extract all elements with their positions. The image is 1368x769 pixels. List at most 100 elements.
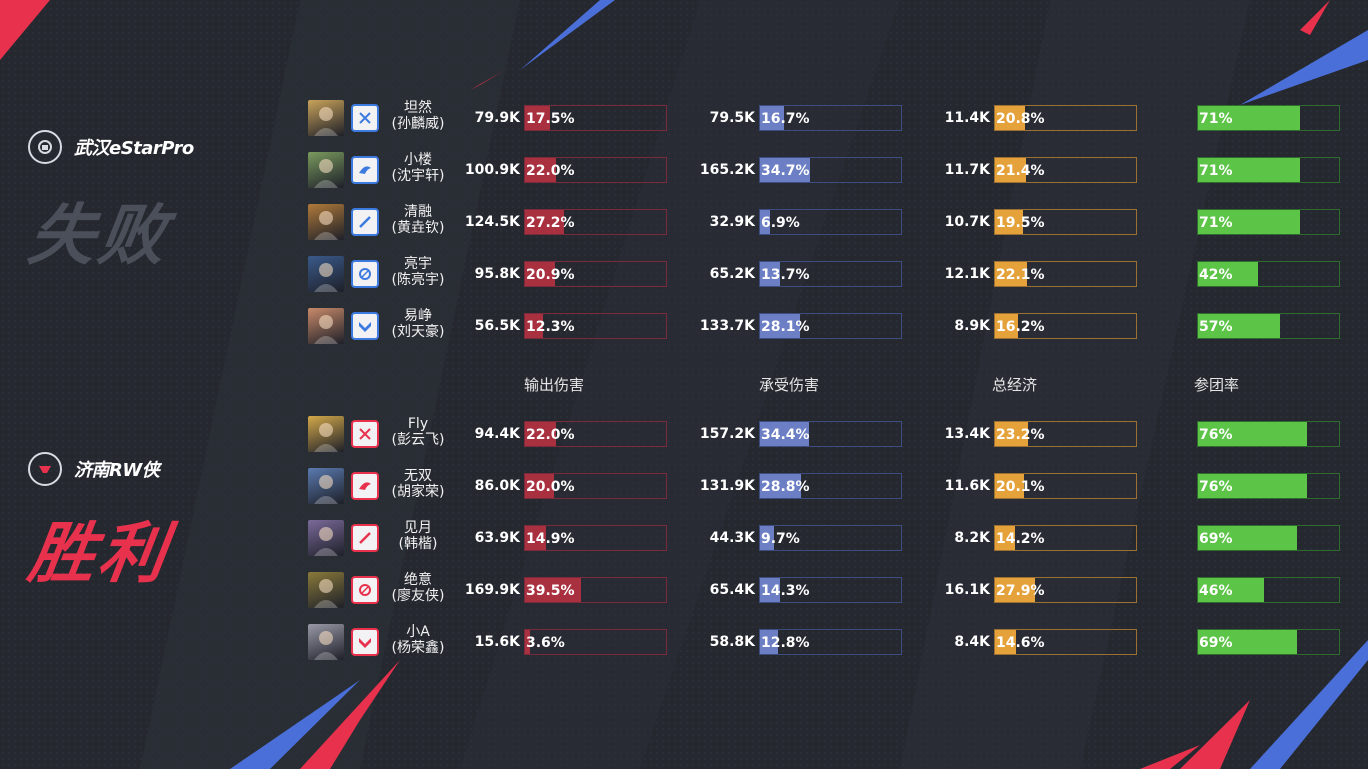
stat-damage-taken-value: 65.2K — [709, 266, 755, 282]
stat-gold-bar: 20.8% — [994, 105, 1137, 131]
stat-gold-fill — [995, 474, 1024, 498]
player-real-name: (廖友侠) — [391, 588, 445, 604]
stat-gold-fill — [995, 314, 1018, 338]
stat-gold-percent: 21.4% — [996, 163, 1045, 179]
player-real-name: (韩楷) — [398, 536, 438, 552]
stat-participation-fill — [1198, 630, 1297, 654]
stat-damage-value: 95.8K — [474, 266, 520, 282]
stat-damage-value: 100.9K — [464, 162, 520, 178]
stat-damage-bar: 20.0% — [524, 473, 667, 499]
player-row: 绝意 (廖友侠) 169.9K 39.5% 65.4K 14.3% 16.1K 27.9% 46… — [308, 572, 1348, 608]
stat-damage-fill — [525, 474, 554, 498]
stat-damage-taken-bar: 28.8% — [759, 473, 902, 499]
marksman-bow-icon — [351, 208, 379, 236]
stat-gold-percent: 27.9% — [996, 583, 1045, 599]
stat-gold-percent: 20.1% — [996, 479, 1045, 495]
player-row: Fly (彭云飞) 94.4K 22.0% 157.2K 34.4% 13.4K 23.2% 7… — [308, 416, 1348, 452]
stat-gold-bar: 23.2% — [994, 421, 1137, 447]
stat-gold-bar: 14.6% — [994, 629, 1137, 655]
stat-gold-fill — [995, 422, 1028, 446]
stat-damage-value: 94.4K — [474, 426, 520, 442]
player-row: 见月 (韩楷) 63.9K 14.9% 44.3K 9.7% 8.2K 14.2% 69% — [308, 520, 1348, 556]
stat-damage-fill — [525, 106, 550, 130]
player-nickname: 见月 — [404, 520, 432, 536]
stat-damage-bar: 22.0% — [524, 421, 667, 447]
player-real-name: (刘天豪) — [391, 324, 445, 340]
stat-damage-percent: 22.0% — [526, 427, 575, 443]
stat-damage-fill — [525, 578, 581, 602]
stat-participation-fill — [1198, 474, 1307, 498]
stat-gold-value: 8.2K — [954, 530, 990, 546]
estar-logo-icon — [28, 130, 62, 164]
stat-damage-taken-percent: 16.7% — [761, 111, 810, 127]
stat-participation-fill — [1198, 158, 1300, 182]
stat-damage-taken-percent: 28.1% — [761, 319, 810, 335]
stat-gold-value: 12.1K — [944, 266, 990, 282]
stat-gold-bar: 20.1% — [994, 473, 1137, 499]
hero-portrait — [308, 416, 344, 452]
player-row: 清融 (黄垚钦) 124.5K 27.2% 32.9K 6.9% 10.7K 19.5% 71% — [308, 204, 1348, 240]
stat-damage-taken-value: 32.9K — [709, 214, 755, 230]
player-nickname: 坦然 — [404, 100, 432, 116]
stat-damage-taken-fill — [760, 262, 780, 286]
stat-gold-fill — [995, 578, 1035, 602]
stat-damage-percent: 20.0% — [526, 479, 575, 495]
stat-gold-value: 8.4K — [954, 634, 990, 650]
stat-participation-fill — [1198, 262, 1258, 286]
stat-gold-percent: 16.2% — [996, 319, 1045, 335]
stat-gold-bar: 14.2% — [994, 525, 1137, 551]
tank-shield-icon — [351, 312, 379, 340]
stat-participation-fill — [1198, 210, 1300, 234]
stat-gold-fill — [995, 210, 1023, 234]
stat-damage-taken-value: 44.3K — [709, 530, 755, 546]
support-wing-icon — [351, 156, 379, 184]
mage-orb-icon — [351, 576, 379, 604]
stat-damage-taken-fill — [760, 526, 774, 550]
player-real-name: (孙麟威) — [391, 116, 445, 132]
stat-participation-percent: 69% — [1199, 635, 1233, 651]
stat-participation-bar: 69% — [1197, 629, 1340, 655]
stat-gold-bar: 22.1% — [994, 261, 1137, 287]
jungle-sword-icon — [351, 104, 379, 132]
stat-gold-bar: 21.4% — [994, 157, 1137, 183]
stat-participation-percent: 76% — [1199, 427, 1233, 443]
team-top-result: 失败 — [23, 197, 175, 274]
stat-participation-fill — [1198, 422, 1307, 446]
player-row: 小楼 (沈宇轩) 100.9K 22.0% 165.2K 34.7% 11.7K 21.4% 7… — [308, 152, 1348, 188]
player-real-name: (胡家荣) — [391, 484, 445, 500]
stat-damage-taken-fill — [760, 106, 784, 130]
stat-gold-percent: 19.5% — [996, 215, 1045, 231]
player-name: 见月 (韩楷) — [384, 520, 452, 552]
stat-damage-percent: 39.5% — [526, 583, 575, 599]
stat-damage-value: 15.6K — [474, 634, 520, 650]
player-real-name: (彭云飞) — [391, 432, 445, 448]
player-row: 无双 (胡家荣) 86.0K 20.0% 131.9K 28.8% 11.6K 20.1% 76… — [308, 468, 1348, 504]
stat-gold-value: 10.7K — [944, 214, 990, 230]
player-nickname: 小楼 — [404, 152, 432, 168]
team-top-header: 武汉eStarPro — [28, 130, 194, 164]
player-name: 小楼 (沈宇轩) — [384, 152, 452, 184]
stat-participation-percent: 71% — [1199, 163, 1233, 179]
stat-damage-bar: 39.5% — [524, 577, 667, 603]
hero-portrait — [308, 100, 344, 136]
stat-participation-fill — [1198, 578, 1264, 602]
stat-participation-bar: 76% — [1197, 473, 1340, 499]
player-nickname: Fly — [407, 416, 429, 432]
stat-damage-taken-fill — [760, 630, 778, 654]
player-real-name: (杨荣鑫) — [391, 640, 445, 656]
hero-portrait — [308, 308, 344, 344]
rw-logo-icon — [28, 452, 62, 486]
stat-gold-bar: 16.2% — [994, 313, 1137, 339]
team-bottom-result: 胜利 — [23, 515, 175, 592]
stat-damage-value: 63.9K — [474, 530, 520, 546]
player-nickname: 清融 — [404, 204, 432, 220]
player-real-name: (黄垚钦) — [391, 220, 445, 236]
stat-damage-taken-fill — [760, 422, 809, 446]
stat-damage-taken-value: 157.2K — [699, 426, 755, 442]
stat-damage-taken-bar: 34.7% — [759, 157, 902, 183]
player-row: 小A (杨荣鑫) 15.6K 3.6% 58.8K 12.8% 8.4K 14.6% 69% — [308, 624, 1348, 660]
stat-damage-taken-value: 133.7K — [699, 318, 755, 334]
stat-damage-percent: 20.9% — [526, 267, 575, 283]
stat-damage-fill — [525, 422, 556, 446]
